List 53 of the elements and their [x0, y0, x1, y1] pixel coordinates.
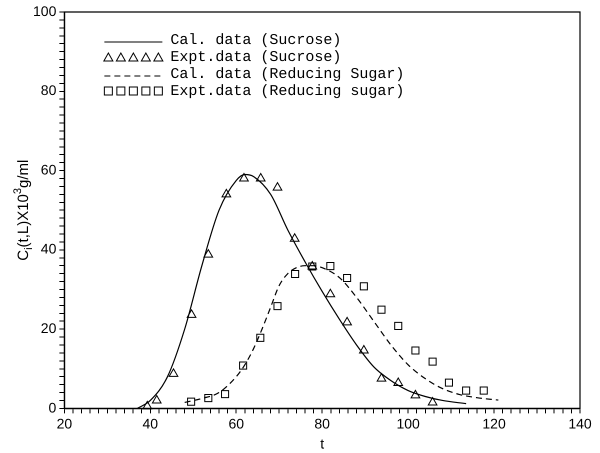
point [394, 322, 402, 330]
point [221, 390, 230, 398]
point [326, 288, 336, 298]
x-tick-label: 40 [142, 416, 158, 432]
legend-label: Cal. data (Sucrose) [170, 32, 342, 49]
point [462, 386, 470, 395]
x-tick-label: 60 [228, 416, 244, 432]
x-tick-label: 100 [396, 416, 420, 432]
point [152, 394, 162, 404]
point [359, 345, 369, 354]
point [343, 274, 352, 282]
y-tick-label: 60 [40, 161, 57, 178]
y-axis-title: Ci(t,L)X103g/ml [12, 160, 35, 261]
point [377, 306, 386, 314]
point [393, 378, 404, 386]
point [360, 282, 368, 290]
point [186, 309, 196, 318]
point [272, 182, 282, 191]
y-tick-label: 80 [40, 82, 57, 98]
point [222, 188, 232, 198]
point [273, 302, 282, 310]
point [239, 172, 249, 182]
point [256, 172, 266, 182]
point [142, 400, 152, 410]
x-axis-title: t [320, 435, 324, 452]
point [428, 396, 438, 406]
point [410, 390, 420, 398]
point [291, 270, 300, 278]
point [411, 346, 420, 355]
point [444, 378, 453, 387]
point [290, 233, 300, 242]
x-tick-label: 20 [56, 416, 72, 432]
point [203, 249, 214, 258]
legend-label: Expt.data (Reducing sugar) [170, 82, 404, 100]
point [480, 386, 488, 395]
point [204, 394, 212, 402]
x-tick-label: 140 [568, 416, 592, 432]
point [376, 373, 386, 382]
y-tick-label: 20 [40, 320, 57, 336]
point [428, 358, 437, 366]
point [256, 334, 264, 342]
legend-label: Cal. data (Reducing Sugar) [170, 66, 404, 83]
point [326, 262, 334, 270]
y-tick-label: 100 [33, 2, 57, 19]
point [342, 316, 352, 326]
y-tick-label: 40 [40, 240, 57, 257]
point [239, 362, 248, 370]
y-tick-label: 0 [48, 399, 57, 416]
legend-label: Expt.data (Sucrose) [170, 48, 342, 66]
x-tick-label: 80 [314, 416, 330, 432]
x-tick-label: 120 [482, 416, 506, 432]
point [187, 398, 196, 406]
point [168, 368, 178, 377]
